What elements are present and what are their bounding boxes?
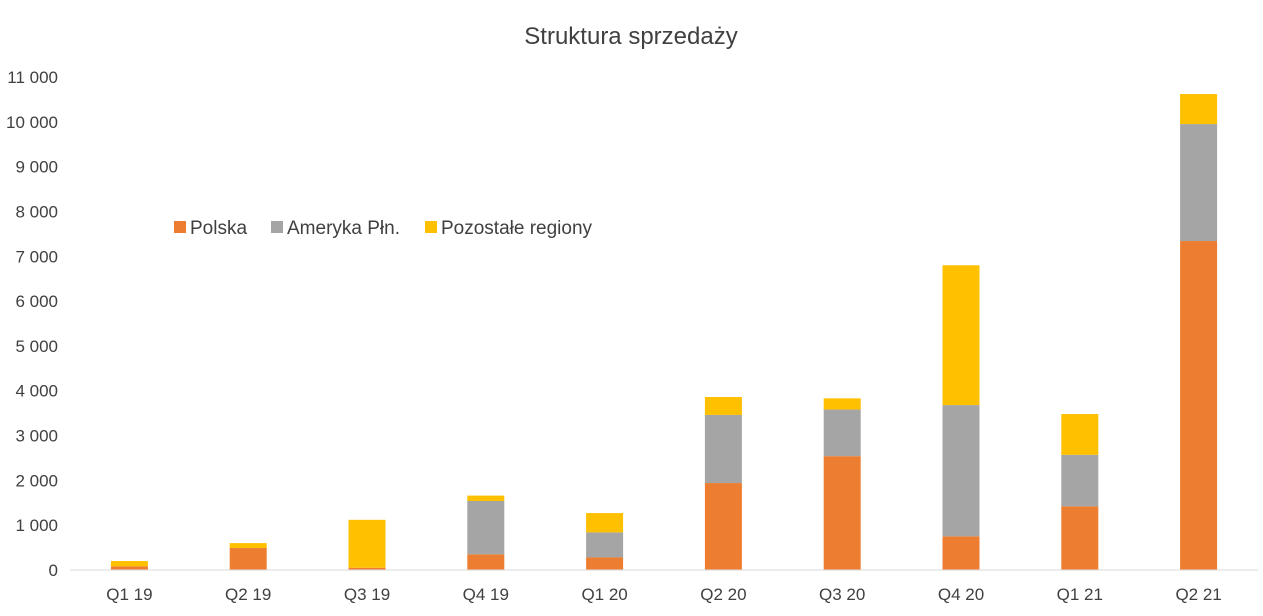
- bar-segment-ameryka-pln: [467, 500, 505, 555]
- bar-segment-ameryka-pln: [942, 405, 980, 537]
- bar-segment-pozostale-regiony: [348, 519, 386, 568]
- legend-swatch: [271, 221, 283, 233]
- bars: [110, 94, 1218, 570]
- bar-segment-polska: [1180, 241, 1218, 570]
- x-tick-label: Q2 21: [1175, 585, 1221, 604]
- bar-segment-polska: [942, 536, 980, 570]
- x-tick-label: Q4 20: [938, 585, 984, 604]
- bar-segment-pozostale-regiony: [942, 265, 980, 406]
- bar-segment-ameryka-pln: [1061, 454, 1099, 507]
- y-tick-label: 8 000: [15, 202, 58, 221]
- bar-segment-polska: [467, 554, 505, 570]
- x-tick-label: Q4 19: [463, 585, 509, 604]
- bar-segment-polska: [110, 566, 148, 570]
- bar-segment-ameryka-pln: [1180, 124, 1218, 242]
- bar-segment-pozostale-regiony: [823, 398, 861, 410]
- x-tick-label: Q1 21: [1057, 585, 1103, 604]
- legend: Polska Ameryka Płn. Pozostałe regiony: [174, 218, 593, 239]
- x-axis: Q1 19 Q2 19 Q3 19 Q4 19 Q1 20 Q2 20 Q3 20 Q4 20…: [106, 585, 1222, 604]
- bar-segment-ameryka-pln: [586, 532, 624, 558]
- x-tick-label: Q3 19: [344, 585, 390, 604]
- legend-swatch: [174, 221, 186, 233]
- y-tick-label: 2 000: [15, 471, 58, 490]
- y-tick-label: 6 000: [15, 292, 58, 311]
- x-tick-label: Q1 19: [106, 585, 152, 604]
- y-tick-label: 5 000: [15, 337, 58, 356]
- bar-segment-pozostale-regiony: [1061, 414, 1099, 455]
- bar-segment-pozostale-regiony: [1180, 94, 1218, 125]
- bar-segment-ameryka-pln: [823, 409, 861, 457]
- bar-segment-polska: [348, 567, 386, 570]
- y-tick-label: 3 000: [15, 427, 58, 446]
- y-tick-label: 4 000: [15, 382, 58, 401]
- y-tick-label: 9 000: [15, 158, 58, 177]
- legend-label: Ameryka Płn.: [287, 218, 400, 239]
- y-tick-label: 1 000: [15, 516, 58, 535]
- x-tick-label: Q2 19: [225, 585, 271, 604]
- bar-segment-ameryka-pln: [704, 414, 742, 484]
- bar-segment-pozostale-regiony: [467, 495, 505, 501]
- y-axis: 0 1 000 2 000 3 000 4 000 5 000 6 000 7 000 8 00…: [6, 68, 58, 580]
- y-tick-label: 10 000: [6, 113, 58, 132]
- bar-segment-polska: [704, 483, 742, 570]
- x-tick-label: Q3 20: [819, 585, 865, 604]
- bar-segment-polska: [586, 557, 624, 570]
- legend-label: Polska: [190, 218, 247, 239]
- y-tick-label: 0: [49, 561, 58, 580]
- bar-segment-pozostale-regiony: [110, 561, 148, 567]
- x-tick-label: Q2 20: [700, 585, 746, 604]
- chart-title: Struktura sprzedaży: [524, 23, 737, 50]
- x-tick-label: Q1 20: [581, 585, 627, 604]
- bar-segment-polska: [823, 456, 861, 570]
- legend-label: Pozostałe regiony: [441, 218, 593, 239]
- legend-swatch: [425, 221, 437, 233]
- y-tick-label: 7 000: [15, 247, 58, 266]
- bar-segment-pozostale-regiony: [586, 513, 624, 533]
- bar-segment-polska: [1061, 506, 1099, 570]
- y-tick-label: 11 000: [7, 68, 58, 87]
- bar-segment-pozostale-regiony: [704, 397, 742, 415]
- bar-segment-polska: [229, 548, 267, 570]
- bar-segment-pozostale-regiony: [229, 543, 267, 549]
